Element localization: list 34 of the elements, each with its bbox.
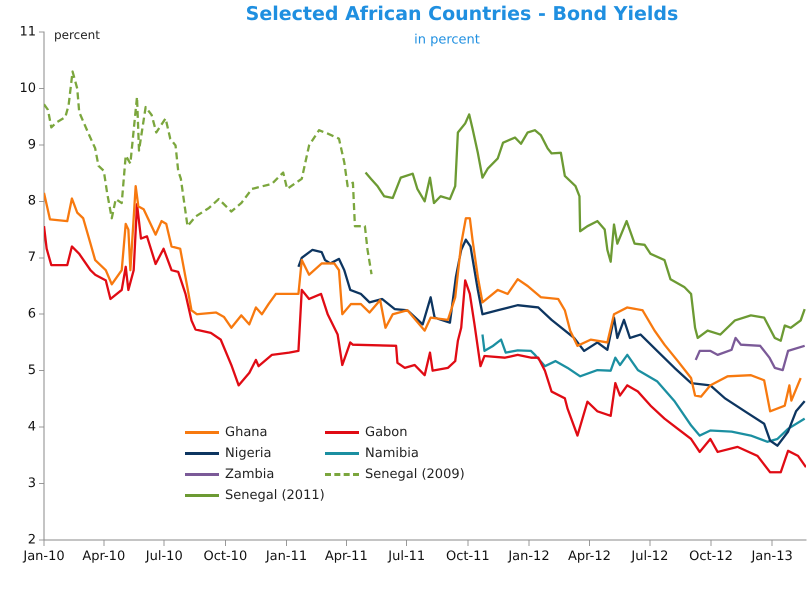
- legend-label: Zambia: [225, 467, 274, 482]
- line-series: [44, 70, 373, 276]
- chart-title: Selected African Countries - Bond Yields: [246, 2, 678, 25]
- y-tick-label: 11: [19, 24, 36, 40]
- y-tick-label: 6: [28, 306, 36, 322]
- x-tick-label: Apr-10: [82, 549, 126, 564]
- y-axis-title: percent: [54, 28, 100, 42]
- x-tick-label: Oct-10: [204, 549, 248, 564]
- x-tick-label: Apr-11: [324, 549, 368, 564]
- x-tick-label: Jul-10: [144, 549, 183, 564]
- legend-label: Nigeria: [225, 446, 272, 461]
- y-tick-label: 10: [19, 80, 36, 96]
- chart-subtitle: in percent: [414, 32, 480, 48]
- x-tick-label: Jan-12: [507, 549, 550, 564]
- legend-label: Gabon: [365, 425, 408, 440]
- x-tick-label: Apr-12: [568, 549, 611, 564]
- y-tick-label: 8: [28, 194, 36, 209]
- legend-label: Senegal (2011): [225, 488, 325, 503]
- legend-label: Ghana: [225, 425, 268, 440]
- y-tick-label: 2: [28, 532, 36, 548]
- x-tick-label: Jul-12: [630, 549, 668, 564]
- y-tick-label: 4: [28, 419, 36, 434]
- y-tick-label: 7: [28, 250, 36, 266]
- legend-label: Namibia: [365, 446, 419, 461]
- x-tick-label: Jan-10: [22, 549, 65, 564]
- x-tick-label: Jan-13: [750, 549, 793, 564]
- x-tick-label: Jul-11: [387, 549, 426, 564]
- x-tick-label: Jan-11: [264, 549, 308, 564]
- y-tick-label: 3: [28, 476, 36, 491]
- legend-label: Senegal (2009): [365, 467, 465, 482]
- y-tick-label: 5: [28, 363, 36, 378]
- x-tick-label: Oct-11: [446, 549, 490, 564]
- y-tick-label: 9: [28, 137, 36, 152]
- x-tick-label: Oct-12: [689, 549, 733, 564]
